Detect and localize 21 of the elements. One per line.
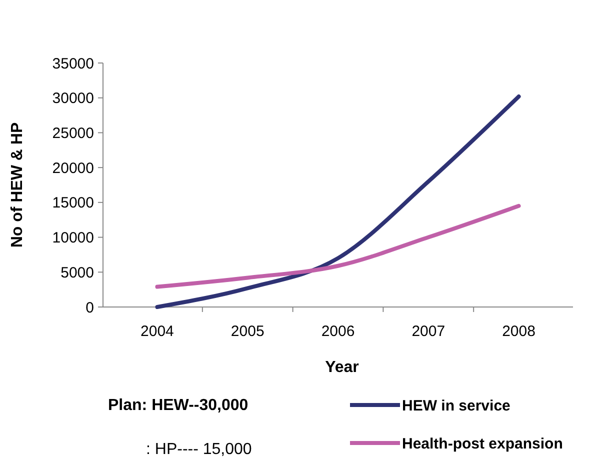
x-axis-title: Year xyxy=(325,359,359,376)
y-tick-label: 35000 xyxy=(52,55,94,72)
legend-label: HEW in service xyxy=(402,397,510,414)
x-tick-label: 2007 xyxy=(412,323,446,340)
y-tick-label: 20000 xyxy=(52,160,94,177)
x-tick-label: 2004 xyxy=(140,323,174,340)
y-tick-label: 5000 xyxy=(60,264,94,282)
y-tick-label: 30000 xyxy=(52,90,94,108)
legend-label: Health-post expansion xyxy=(402,435,563,452)
line-series xyxy=(155,204,521,289)
y-tick-label: 25000 xyxy=(52,124,94,142)
y-tick-label: 10000 xyxy=(52,230,94,247)
text: : HP---- 15,000 xyxy=(146,441,252,458)
x-tick-label: 2008 xyxy=(502,323,536,340)
y-axis-title: No of HEW & HP xyxy=(9,122,26,248)
line-series xyxy=(155,94,521,309)
y-tick-label: 0 xyxy=(86,299,94,316)
x-tick-label: 2005 xyxy=(230,323,264,340)
y-tick-label: 15000 xyxy=(52,194,94,212)
x-tick-label: 2006 xyxy=(321,323,355,340)
text: Plan: HEW--30,000 xyxy=(108,397,248,414)
